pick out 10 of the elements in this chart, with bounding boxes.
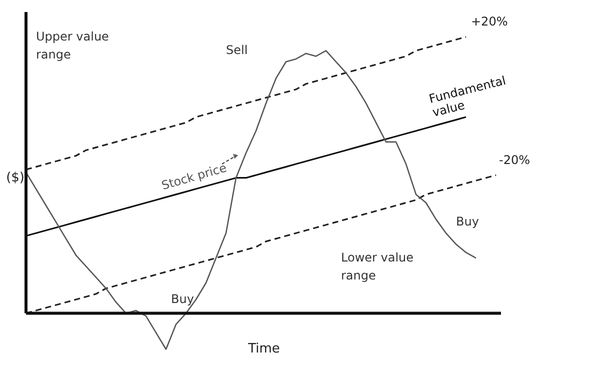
text: Stock price — [160, 160, 228, 193]
series-label: +20% — [471, 14, 508, 29]
annotation: Upper value range — [36, 29, 109, 62]
series-label: -20% — [499, 152, 530, 167]
annotation: Buy — [456, 214, 479, 229]
x-axis-title: Time — [247, 342, 280, 356]
annotation: Buy — [171, 292, 194, 306]
y-axis-title: ($) — [6, 170, 24, 186]
annotation: Sell — [226, 43, 248, 58]
annotation: Lower value range — [341, 250, 414, 282]
